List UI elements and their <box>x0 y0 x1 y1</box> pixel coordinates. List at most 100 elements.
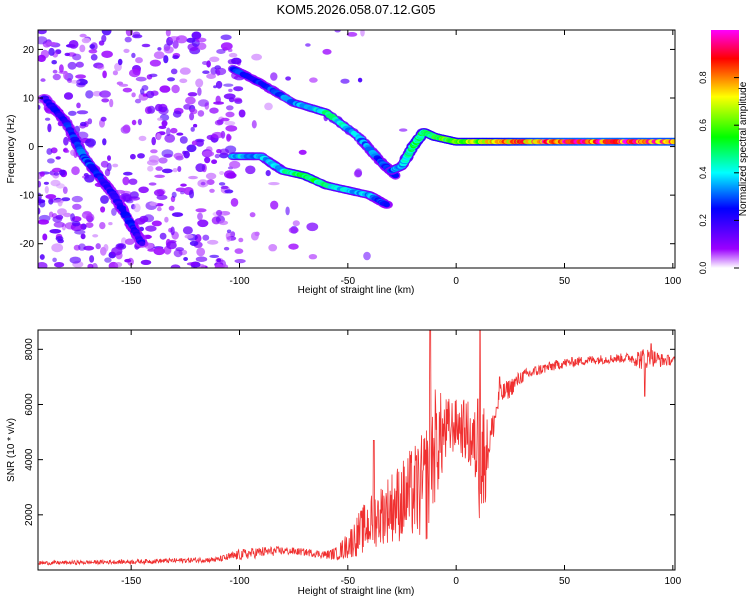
heatmap-cell <box>220 185 229 190</box>
heatmap-cell <box>211 131 224 139</box>
heatmap-cell <box>213 101 225 105</box>
heatmap-cell <box>85 90 94 99</box>
heatmap-cell <box>148 182 157 186</box>
heatmap-cell <box>209 254 220 258</box>
heatmap-y-tick-label: 10 <box>23 94 35 105</box>
heatmap-cell <box>170 127 178 134</box>
heatmap-cell <box>151 136 156 146</box>
heatmap-cell <box>179 78 188 84</box>
heatmap-cell <box>159 232 167 240</box>
snr-x-tick-label: 100 <box>664 576 681 587</box>
heatmap-cell <box>122 124 131 133</box>
heatmap-cell <box>209 56 220 63</box>
heatmap-frame <box>37 29 676 269</box>
heatmap-cell <box>225 125 238 132</box>
heatmap-cell <box>214 119 223 126</box>
snr-y-label: SNR (10 * v/v) <box>6 418 17 482</box>
heatmap-cell <box>182 226 193 235</box>
heatmap-cell <box>131 52 136 59</box>
heatmap-cell <box>63 212 72 218</box>
heatmap-cell <box>195 163 206 173</box>
heatmap-cell <box>228 88 233 93</box>
heatmap-cell <box>206 179 215 186</box>
heatmap-cell <box>47 41 57 46</box>
colorbar-tick-label: 0.4 <box>698 167 708 180</box>
heatmap-cell <box>215 67 227 76</box>
heatmap-cell <box>64 149 70 153</box>
heatmap-cell <box>103 244 109 252</box>
heatmap-cell <box>150 149 158 154</box>
heatmap-cell <box>76 78 88 86</box>
heatmap-cell <box>131 119 137 126</box>
heatmap-cell <box>153 51 165 59</box>
heatmap-cell <box>216 258 222 263</box>
heatmap-cell <box>52 73 61 81</box>
heatmap-cell <box>209 107 219 114</box>
heatmap-cell <box>67 61 77 70</box>
heatmap-cell <box>148 155 160 163</box>
heatmap-cell <box>223 246 230 251</box>
heatmap-cell <box>197 179 209 188</box>
heatmap-cell <box>170 68 178 75</box>
colorbar-gradient <box>711 30 739 268</box>
heatmap-cell <box>112 163 119 168</box>
heatmap-cell <box>135 76 147 82</box>
heatmap-cell <box>189 189 194 199</box>
snr-y-tick-label: 6000 <box>24 393 35 416</box>
heatmap-cell <box>340 78 350 84</box>
heatmap-cell <box>101 34 107 43</box>
heatmap-cell <box>125 30 133 37</box>
heatmap-cell <box>101 50 113 58</box>
heatmap-cell <box>180 183 187 187</box>
heatmap-cell <box>81 37 91 44</box>
heatmap-cell <box>51 60 57 65</box>
heatmap-cell <box>234 259 246 264</box>
heatmap-y-label: Frequency (Hz) <box>6 115 17 184</box>
heatmap-cell <box>219 148 229 155</box>
heatmap-cell <box>165 30 171 37</box>
heatmap-cell <box>171 212 184 218</box>
heatmap-cell <box>238 237 244 243</box>
heatmap-cell <box>74 229 86 235</box>
heatmap-cell <box>40 78 46 82</box>
heatmap-cell <box>305 43 311 47</box>
snr-y-ticks: 2000 4000 6000 8000 <box>24 338 675 526</box>
heatmap-cell <box>186 37 196 43</box>
heatmap-cell <box>251 53 262 61</box>
heatmap-cell <box>177 166 182 172</box>
heatmap-x-tick-label: -100 <box>229 276 249 287</box>
heatmap-cell <box>147 105 156 114</box>
heatmap-cell <box>100 195 109 204</box>
heatmap-cell <box>85 138 96 147</box>
snr-frame <box>37 329 676 571</box>
heatmap-cell <box>62 186 68 194</box>
heatmap-cell <box>70 80 81 84</box>
heatmap-cell <box>249 212 256 218</box>
heatmap-cell <box>145 225 157 232</box>
heatmap-cell <box>270 72 278 81</box>
heatmap-cell <box>202 70 210 74</box>
heatmap-cell <box>71 220 81 227</box>
heatmap-cell <box>158 106 169 115</box>
heatmap-x-tick-label: -50 <box>341 276 356 287</box>
heatmap-cell <box>219 171 225 175</box>
heatmap-cell <box>220 117 230 122</box>
snr-series-line <box>38 330 675 566</box>
heatmap-cell <box>52 216 63 223</box>
snr-y-tick-label: 2000 <box>24 503 35 526</box>
heatmap-cell <box>58 169 66 176</box>
heatmap-y-tick-label: -10 <box>20 191 35 202</box>
heatmap-cell <box>84 174 95 183</box>
heatmap-cell <box>168 205 175 211</box>
colorbar-tick-label: 0.0 <box>698 262 708 275</box>
heatmap-cell <box>102 138 107 146</box>
heatmap-cell <box>125 199 134 204</box>
snr-panel: -150 -100 -50 0 50 100 2000 4000 6000 8000 Heigh… <box>6 329 682 597</box>
heatmap-cell <box>265 170 271 177</box>
heatmap-cell <box>123 48 130 54</box>
heatmap-cell <box>54 262 65 268</box>
heatmap-cell <box>63 70 69 80</box>
heatmap-cell <box>95 243 101 250</box>
heatmap-cell <box>63 136 69 146</box>
heatmap-cell <box>114 262 123 268</box>
